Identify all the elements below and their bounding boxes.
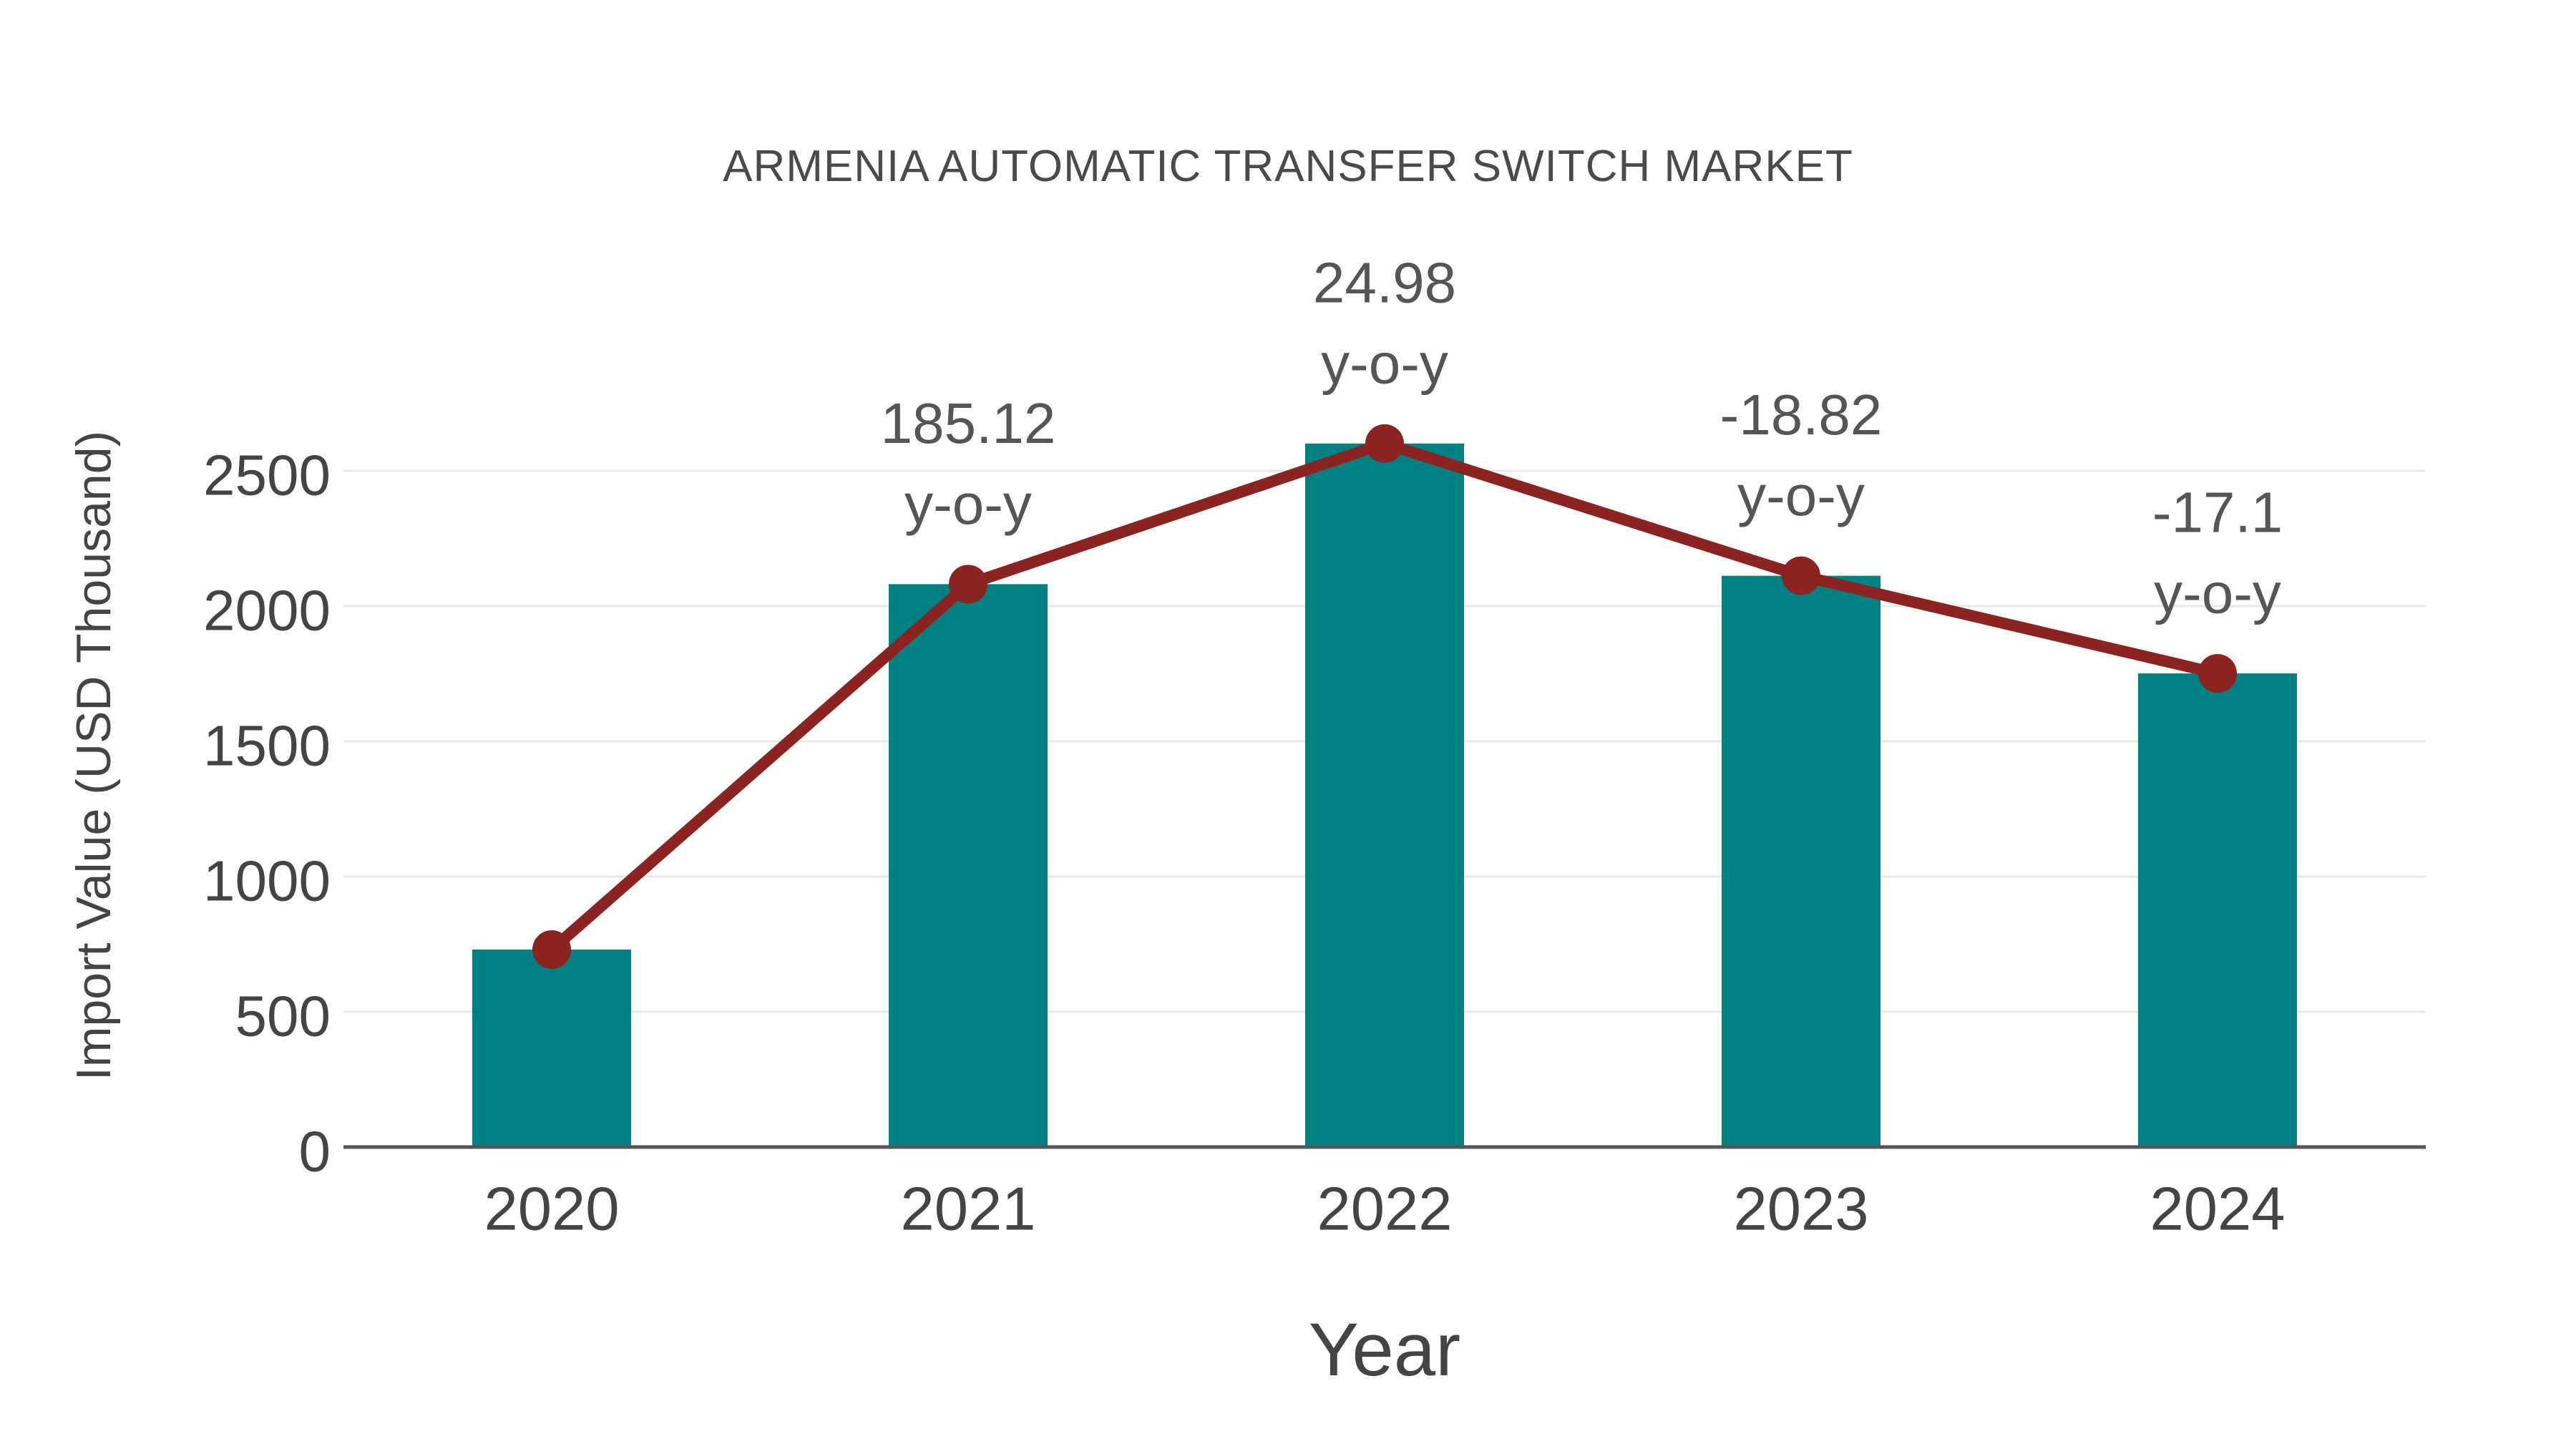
y-tick-label-1000: 1000 <box>203 849 331 913</box>
annotation-unit-2023: y-o-y <box>1737 464 1865 527</box>
annotation-unit-2022: y-o-y <box>1321 331 1448 395</box>
annotation-unit-2024: y-o-y <box>2154 562 2281 625</box>
y-axis-title: Import Value (USD Thousand) <box>67 430 121 1081</box>
annotation-value-2022: 24.98 <box>1313 250 1456 314</box>
bar-2021 <box>889 584 1048 1147</box>
x-tick-label-2022: 2022 <box>1317 1176 1452 1244</box>
bar-2022 <box>1305 443 1464 1147</box>
y-tick-label-2500: 2500 <box>203 444 331 507</box>
annotation-value-2024: -17.1 <box>2152 481 2283 545</box>
line-marker-2022 <box>1365 424 1404 463</box>
bar-2023 <box>1722 575 1880 1147</box>
annotation-unit-2021: y-o-y <box>904 472 1032 536</box>
annotation-value-2023: -18.82 <box>1720 383 1883 447</box>
bar-2020 <box>472 950 631 1147</box>
x-tick-label-2021: 2021 <box>900 1176 1035 1244</box>
line-marker-2023 <box>1782 556 1820 595</box>
x-tick-label-2023: 2023 <box>1733 1176 1868 1244</box>
x-tick-label-2024: 2024 <box>2150 1176 2285 1244</box>
y-tick-label-2000: 2000 <box>203 579 331 643</box>
bar-2024 <box>2138 673 2297 1147</box>
chart-title: ARMENIA AUTOMATIC TRANSFER SWITCH MARKET <box>723 142 1853 191</box>
line-marker-2020 <box>532 930 571 970</box>
y-tick-label-1500: 1500 <box>203 714 331 778</box>
line-marker-2021 <box>949 565 987 604</box>
x-axis-title: Year <box>1308 1308 1461 1392</box>
annotation-value-2021: 185.12 <box>881 391 1056 455</box>
x-tick-label-2020: 2020 <box>484 1176 619 1244</box>
y-tick-label-0: 0 <box>299 1120 331 1184</box>
y-tick-label-500: 500 <box>235 985 331 1048</box>
line-marker-2024 <box>2198 654 2237 693</box>
